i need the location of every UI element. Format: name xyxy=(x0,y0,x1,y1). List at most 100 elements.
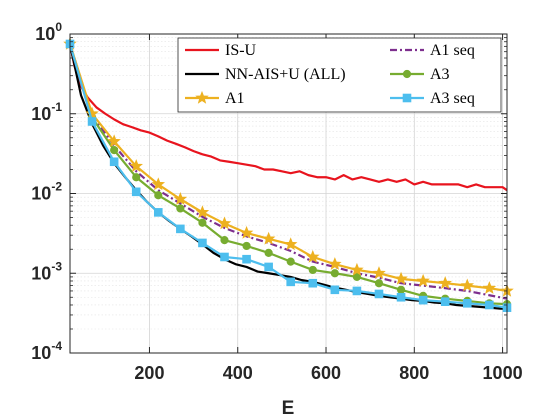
data-point-circle xyxy=(352,272,362,281)
data-point-star xyxy=(195,90,209,104)
data-point-square xyxy=(87,117,97,126)
data-point-star xyxy=(438,276,452,289)
legend-item: A3 seq xyxy=(390,90,475,107)
x-tick-label: 800 xyxy=(399,363,429,383)
data-point-circle xyxy=(286,257,295,266)
legend-box xyxy=(177,37,502,113)
y-tick-label: 10-4 xyxy=(31,339,62,363)
data-point-star xyxy=(350,262,364,276)
series-a1-seq xyxy=(68,43,508,300)
data-point-circle xyxy=(176,204,185,213)
data-point-star xyxy=(306,249,320,263)
legend-item: IS-U xyxy=(185,42,257,59)
data-point-star xyxy=(85,106,99,120)
data-point-square xyxy=(485,300,494,310)
data-point-star xyxy=(261,231,276,245)
y-tick-label-base: 10 xyxy=(31,104,51,124)
data-point-square xyxy=(330,285,340,295)
x-axis-title: E xyxy=(282,398,295,419)
data-point-star xyxy=(416,273,430,287)
legend: IS-U NN-AIS+U (ALL) A1 A1 seq A3 A3 seq xyxy=(177,37,502,113)
legend-item: A3 xyxy=(390,66,450,83)
data-point-square xyxy=(308,278,318,288)
y-tick-label-exponent: -2 xyxy=(51,180,62,194)
y-tick-label-base: 10 xyxy=(31,184,51,204)
data-point-square xyxy=(220,252,229,262)
x-axis-tick-labels: 200 400 600 800 1000 xyxy=(134,363,522,383)
data-point-square xyxy=(440,297,450,306)
data-point-square xyxy=(198,238,207,248)
data-point-circle xyxy=(308,265,317,275)
data-point-star xyxy=(107,134,121,148)
data-point-circle xyxy=(396,285,406,294)
legend-label: A1 xyxy=(225,90,245,107)
series-line xyxy=(68,43,508,300)
data-point-square xyxy=(462,298,472,308)
legend-item: A1 xyxy=(185,90,245,107)
data-point-circle xyxy=(264,248,273,257)
y-tick-label: 10-3 xyxy=(31,259,62,283)
data-point-circle xyxy=(154,191,163,200)
y-tick-label-exponent: -4 xyxy=(51,339,62,353)
data-point-star xyxy=(173,192,188,205)
data-point-square xyxy=(352,286,362,296)
y-tick-label-exponent: 0 xyxy=(55,20,62,34)
legend-label: IS-U xyxy=(225,42,257,59)
data-point-star xyxy=(394,271,408,285)
data-point-square xyxy=(396,292,406,302)
x-tick-label: 600 xyxy=(311,363,341,383)
data-point-square xyxy=(242,254,251,264)
data-point-square xyxy=(176,224,185,234)
data-point-square xyxy=(131,187,141,197)
y-tick-label-exponent: -3 xyxy=(51,259,62,273)
data-point-star xyxy=(195,205,210,219)
legend-label: A1 seq xyxy=(430,42,475,59)
data-point-circle xyxy=(242,241,251,251)
data-point-star xyxy=(372,266,386,279)
data-point-circle xyxy=(220,236,229,245)
data-point-star xyxy=(151,177,166,191)
series-a3-seq xyxy=(65,39,512,312)
series-is-u xyxy=(68,43,508,192)
data-point-star xyxy=(217,216,232,230)
x-tick-label: 400 xyxy=(223,363,253,383)
legend-label: NN-AIS+U (ALL) xyxy=(225,66,346,83)
data-point-square xyxy=(402,93,412,103)
legend-label: A3 xyxy=(430,66,450,83)
legend-label: A3 seq xyxy=(430,90,475,107)
data-point-circle xyxy=(110,146,119,155)
y-tick-label: 100 xyxy=(35,20,62,44)
data-point-square xyxy=(109,157,119,167)
y-tick-label: 10-2 xyxy=(31,180,62,204)
y-tick-label: 10-1 xyxy=(31,100,62,124)
data-point-star xyxy=(129,159,143,172)
axis-ticks xyxy=(70,33,507,354)
data-point-square xyxy=(418,295,428,305)
data-point-star xyxy=(283,237,298,251)
x-tick-label: 1000 xyxy=(483,363,523,383)
series-line xyxy=(68,43,508,192)
data-point-square xyxy=(374,289,384,299)
data-point-star xyxy=(482,281,497,294)
y-tick-label-base: 10 xyxy=(31,263,51,283)
y-tick-label-base: 10 xyxy=(35,24,55,44)
data-point-circle xyxy=(132,173,141,182)
data-point-circle xyxy=(198,218,207,227)
y-tick-label-base: 10 xyxy=(31,343,51,363)
data-point-square xyxy=(153,208,163,217)
data-point-circle xyxy=(330,269,339,278)
legend-item: A1 seq xyxy=(390,42,475,59)
y-tick-label-exponent: -1 xyxy=(51,100,62,114)
legend-item: NN-AIS+U (ALL) xyxy=(185,66,346,83)
data-point-square xyxy=(264,262,273,272)
x-tick-label: 200 xyxy=(134,363,164,383)
data-point-star xyxy=(239,225,254,239)
data-point-star xyxy=(460,278,475,292)
data-point-circle xyxy=(374,279,384,288)
series-layer xyxy=(63,36,514,312)
data-point-circle xyxy=(402,69,412,79)
data-point-square xyxy=(286,277,296,287)
data-point-star xyxy=(328,257,342,270)
